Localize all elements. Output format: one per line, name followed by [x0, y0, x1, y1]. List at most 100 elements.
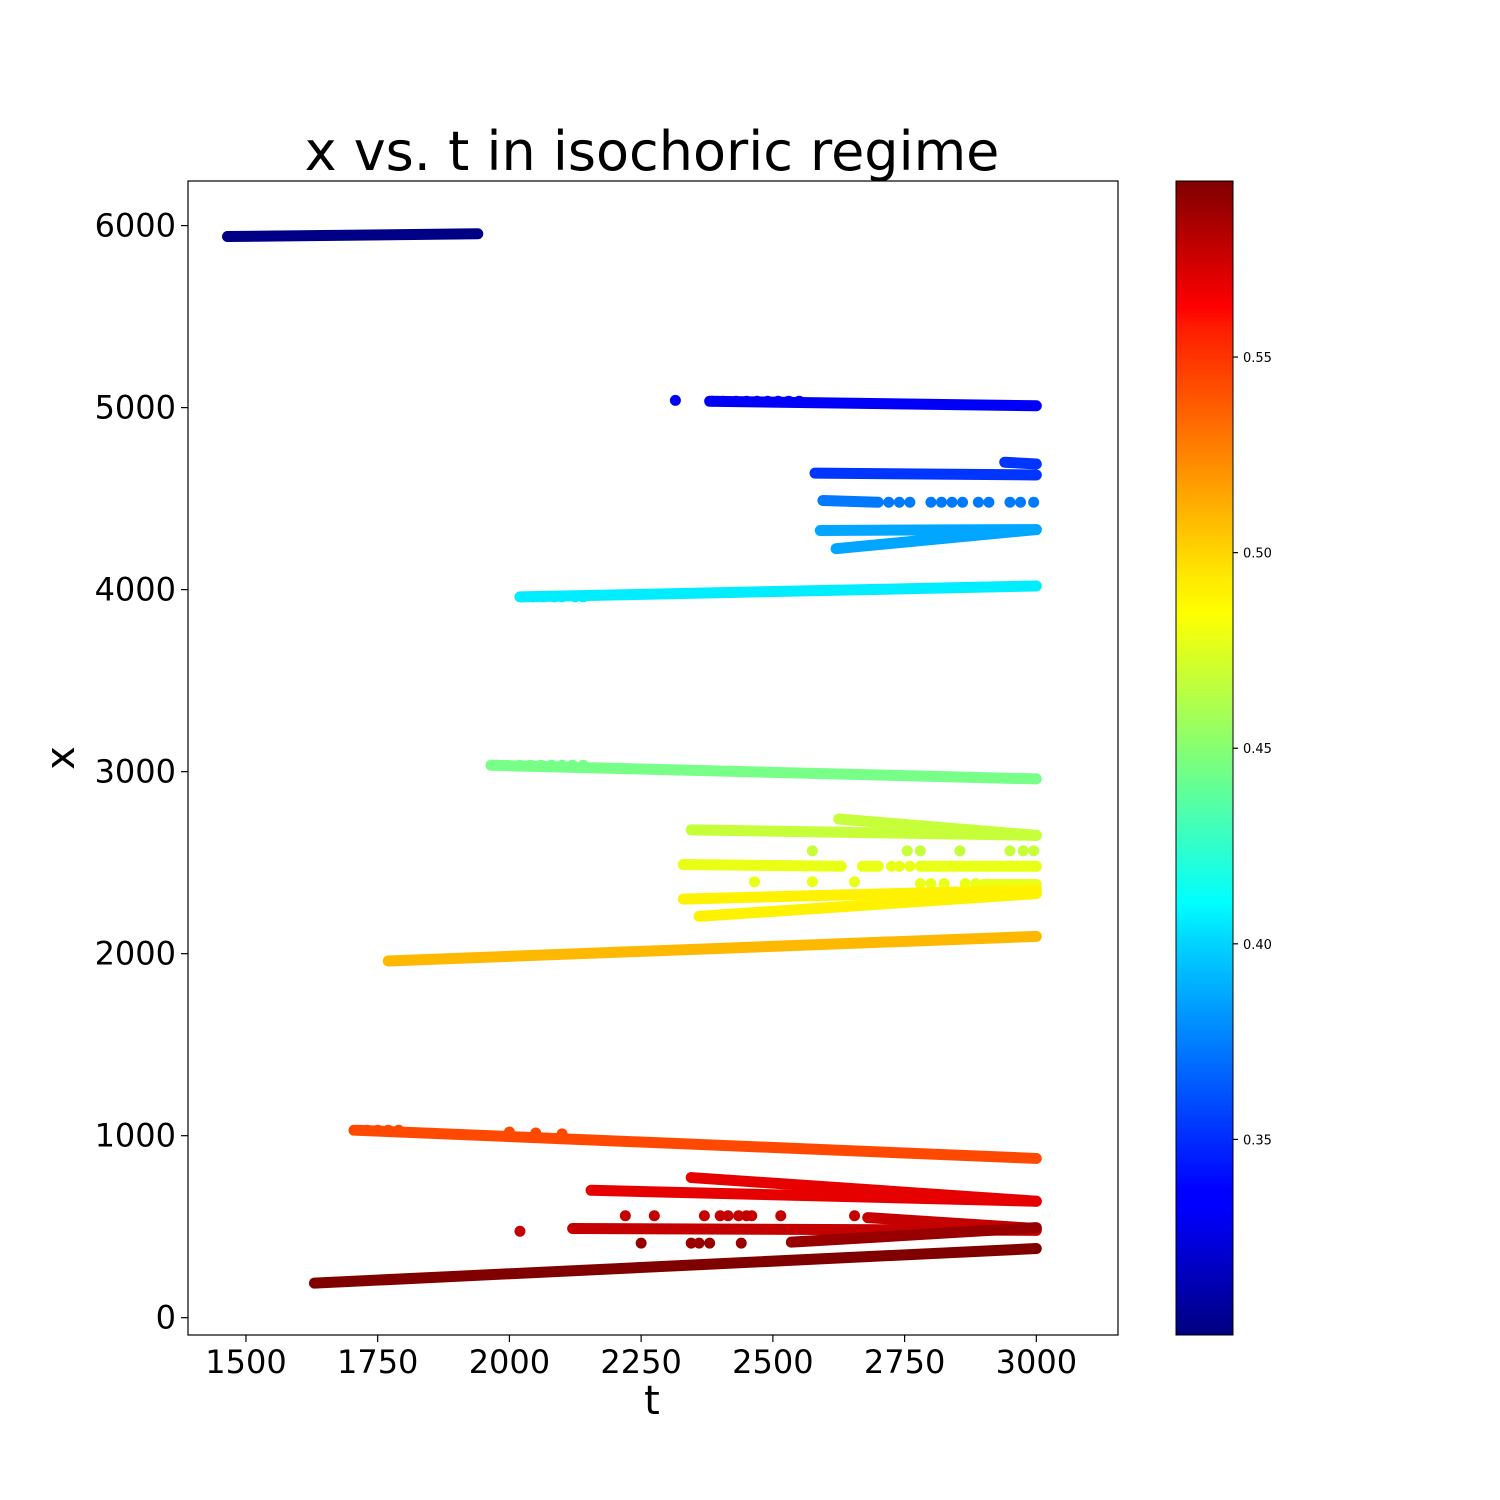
y-tick-label: 2000: [95, 935, 176, 973]
data-point: [735, 1237, 747, 1249]
data-point: [957, 496, 969, 508]
data-point: [806, 845, 818, 857]
data-point: [648, 1210, 660, 1222]
series-9: [677, 884, 1042, 922]
data-point: [706, 395, 718, 407]
x-axis: 1500 1750 2000 2250 2500 2750 3000: [205, 1335, 1077, 1381]
data-point: [772, 395, 784, 407]
data-point: [741, 395, 753, 407]
data-point: [556, 591, 568, 603]
x-axis-label: t: [644, 1378, 660, 1424]
data-point: [717, 395, 729, 407]
data-point: [904, 860, 916, 872]
data-point: [556, 1128, 568, 1140]
data-point: [348, 1124, 360, 1136]
data-point: [514, 1225, 526, 1237]
y-tick-label: 5000: [95, 389, 176, 427]
series-0: [222, 228, 484, 243]
point-trail: [999, 456, 1042, 470]
point-trail: [351, 1124, 1042, 1164]
data-point: [972, 496, 984, 508]
data-point: [893, 496, 905, 508]
y-axis: 0 1000 2000 3000 4000 5000 6000: [95, 207, 188, 1337]
data-point: [904, 496, 916, 508]
series-1: [669, 394, 1042, 412]
data-point: [1017, 845, 1029, 857]
data-point: [669, 394, 681, 406]
point-trail: [685, 1172, 1042, 1207]
series-12: [585, 1172, 1042, 1207]
point-trail: [833, 813, 1042, 841]
x-tick-label: 1750: [337, 1343, 418, 1381]
series-8: [677, 858, 1042, 891]
data-point: [393, 1124, 405, 1136]
data-point: [1028, 496, 1040, 508]
point-trail: [830, 524, 1042, 555]
data-point: [503, 1126, 515, 1138]
data-point: [983, 496, 995, 508]
y-tick-label: 6000: [95, 207, 176, 245]
data-point: [635, 1237, 647, 1249]
colorbar-tick-label: 0.45: [1243, 742, 1272, 757]
data-point: [914, 878, 926, 890]
point-trail: [677, 884, 1042, 905]
data-point: [793, 395, 805, 407]
data-point: [762, 395, 774, 407]
data-point: [733, 1210, 745, 1222]
y-tick-label: 0: [156, 1299, 176, 1337]
x-tick-label: 2500: [732, 1343, 813, 1381]
data-point: [1004, 845, 1016, 857]
data-point: [704, 1237, 716, 1249]
data-point: [524, 759, 536, 771]
series-2: [809, 456, 1042, 481]
data-point: [806, 876, 818, 888]
data-point: [925, 496, 937, 508]
data-point: [556, 759, 568, 771]
plot-area: [222, 228, 1042, 1289]
data-point: [490, 759, 502, 771]
chart-title: x vs. t in isochoric regime: [305, 120, 1000, 183]
series-10: [382, 930, 1042, 967]
x-tick-label: 1500: [205, 1343, 286, 1381]
data-point: [567, 759, 579, 771]
colorbar-tick-label: 0.35: [1243, 1133, 1272, 1148]
point-trail: [308, 1243, 1042, 1289]
data-point: [514, 759, 526, 771]
data-point: [954, 845, 966, 857]
y-tick-label: 3000: [95, 753, 176, 791]
y-tick-label: 1000: [95, 1117, 176, 1155]
plot-frame: [187, 180, 1119, 1336]
series-5: [514, 580, 1042, 603]
data-point: [775, 1210, 787, 1222]
data-point: [751, 395, 763, 407]
data-point: [577, 759, 589, 771]
series-11: [348, 1124, 1042, 1164]
x-tick-label: 2000: [469, 1343, 550, 1381]
point-trail: [222, 228, 484, 243]
data-point: [685, 1237, 697, 1249]
point-trail: [785, 1222, 1042, 1248]
series-4: [814, 524, 1042, 555]
data-point: [914, 845, 926, 857]
series-3: [817, 494, 1040, 508]
point-trail: [817, 494, 884, 508]
data-point: [569, 591, 581, 603]
data-point: [530, 1127, 542, 1139]
x-tick-label: 2250: [600, 1343, 681, 1381]
data-point: [746, 1210, 758, 1222]
data-point: [1004, 496, 1016, 508]
colorbar-axis: 0.35 0.40 0.45 0.50 0.55: [1233, 351, 1272, 1148]
data-point: [849, 876, 861, 888]
data-point: [748, 876, 760, 888]
data-point: [619, 1210, 631, 1222]
data-point: [938, 878, 950, 890]
colorbar-tick-label: 0.40: [1243, 938, 1272, 953]
data-point: [885, 860, 897, 872]
point-trail: [693, 888, 1042, 922]
point-trail: [809, 467, 1042, 481]
data-point: [517, 591, 529, 603]
data-point: [1028, 845, 1040, 857]
data-point: [527, 591, 539, 603]
data-point: [849, 1210, 861, 1222]
